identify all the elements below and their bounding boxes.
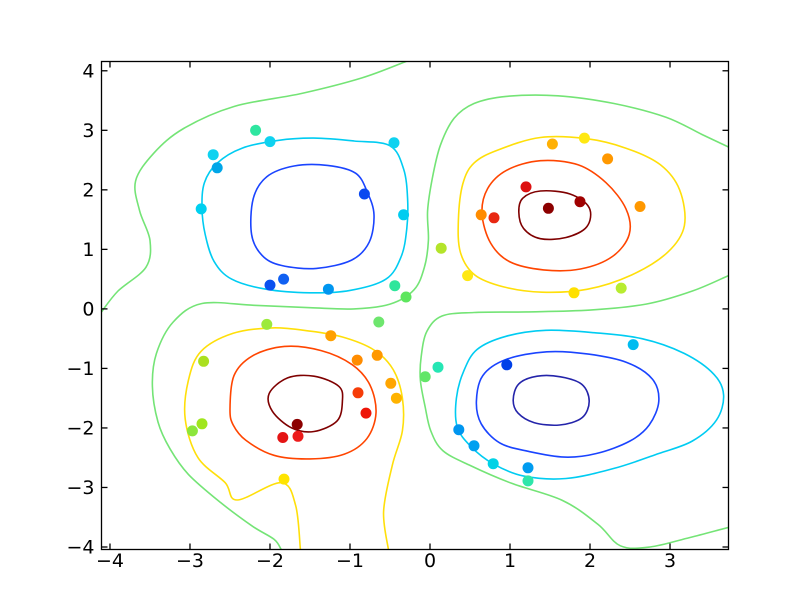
scatter-point xyxy=(186,425,198,437)
scatter-point xyxy=(360,407,372,419)
scatter-point xyxy=(389,280,401,292)
y-tick-label: −4 xyxy=(66,536,94,558)
y-tick-label: −3 xyxy=(66,477,94,499)
scatter-point xyxy=(264,279,276,291)
scatter-point xyxy=(250,124,262,136)
scatter-point xyxy=(615,282,627,294)
scatter-point xyxy=(198,355,210,367)
scatter-point xyxy=(278,473,290,485)
contour-lines xyxy=(101,61,729,550)
x-tick-label: −3 xyxy=(176,550,204,572)
scatter-point xyxy=(501,359,513,371)
contour-line-level-0.25 xyxy=(183,327,405,550)
contour-line-level-0 xyxy=(419,274,729,550)
scatter-point xyxy=(351,354,363,366)
scatter-point xyxy=(578,132,590,144)
scatter-point xyxy=(352,387,364,399)
x-tick-label: 3 xyxy=(664,550,676,572)
scatter-point xyxy=(627,339,639,351)
x-tick-label: 0 xyxy=(424,550,436,572)
axes-spines xyxy=(100,60,730,551)
contour-line-level-0.75 xyxy=(517,189,592,241)
x-tick-label: 1 xyxy=(504,550,516,572)
contour-line-level-0 xyxy=(101,61,407,313)
scatter-point xyxy=(522,475,534,487)
scatter-point xyxy=(462,270,474,282)
scatter-point xyxy=(602,153,614,165)
scatter-point xyxy=(487,458,499,470)
y-tick-label: 2 xyxy=(82,179,94,201)
contour-line-level-0.5 xyxy=(229,345,377,460)
contour-line-level-0 xyxy=(151,94,729,550)
scatter-point xyxy=(292,430,304,442)
y-tick-label: −2 xyxy=(66,417,94,439)
scatter-point xyxy=(488,212,500,224)
y-tick-label: 4 xyxy=(82,60,94,82)
contour-line-level-0.75 xyxy=(267,374,344,433)
scatter-point xyxy=(371,349,383,361)
x-tick-label: −4 xyxy=(96,550,124,572)
contour-line-level--0.5 xyxy=(475,350,660,458)
scatter-point xyxy=(546,138,558,150)
contour-line-level-0.25 xyxy=(457,135,686,294)
scatter-point xyxy=(542,202,554,214)
x-tick-label: 2 xyxy=(584,550,596,572)
scatter-point xyxy=(196,418,208,430)
y-tick-label: 1 xyxy=(82,239,94,261)
scatter-point xyxy=(264,136,276,148)
scatter-point xyxy=(568,287,580,299)
scatter-point xyxy=(419,371,431,383)
y-tick-label: 0 xyxy=(82,298,94,320)
scatter-point xyxy=(390,392,402,404)
scatter-point xyxy=(278,273,290,285)
scatter-point xyxy=(432,361,444,373)
scatter-point xyxy=(277,432,289,443)
scatter-point xyxy=(385,377,397,389)
scatter-point xyxy=(325,330,337,342)
x-tick-label: −1 xyxy=(336,550,364,572)
x-tick-label: −2 xyxy=(256,550,284,572)
scatter-point xyxy=(207,149,219,161)
scatter-point xyxy=(522,462,534,474)
scatter-point xyxy=(634,201,646,212)
contour-line-level-0.5 xyxy=(481,159,632,272)
scatter-point xyxy=(453,424,465,436)
scatter-point xyxy=(211,162,223,174)
scatter-point xyxy=(291,418,303,430)
contour-line-level--0.5 xyxy=(249,163,375,270)
scatter-point xyxy=(195,203,207,215)
scatter-point xyxy=(388,137,400,149)
scatter-point xyxy=(468,440,480,452)
y-tick-label: 3 xyxy=(82,120,94,142)
axis-ticks xyxy=(101,61,729,550)
scatter-point xyxy=(373,316,385,328)
scatter-point xyxy=(398,209,410,221)
contour-line-level--0.75 xyxy=(512,374,590,427)
scatter-point xyxy=(358,188,370,200)
scatter-points xyxy=(186,124,646,487)
scatter-point xyxy=(574,196,586,208)
scatter-point xyxy=(520,181,532,193)
scatter-point xyxy=(475,209,487,221)
scatter-point xyxy=(435,242,447,254)
scatter-point xyxy=(322,283,334,295)
scatter-point xyxy=(261,318,273,330)
scatter-point xyxy=(400,291,412,303)
y-tick-label: −1 xyxy=(66,358,94,380)
